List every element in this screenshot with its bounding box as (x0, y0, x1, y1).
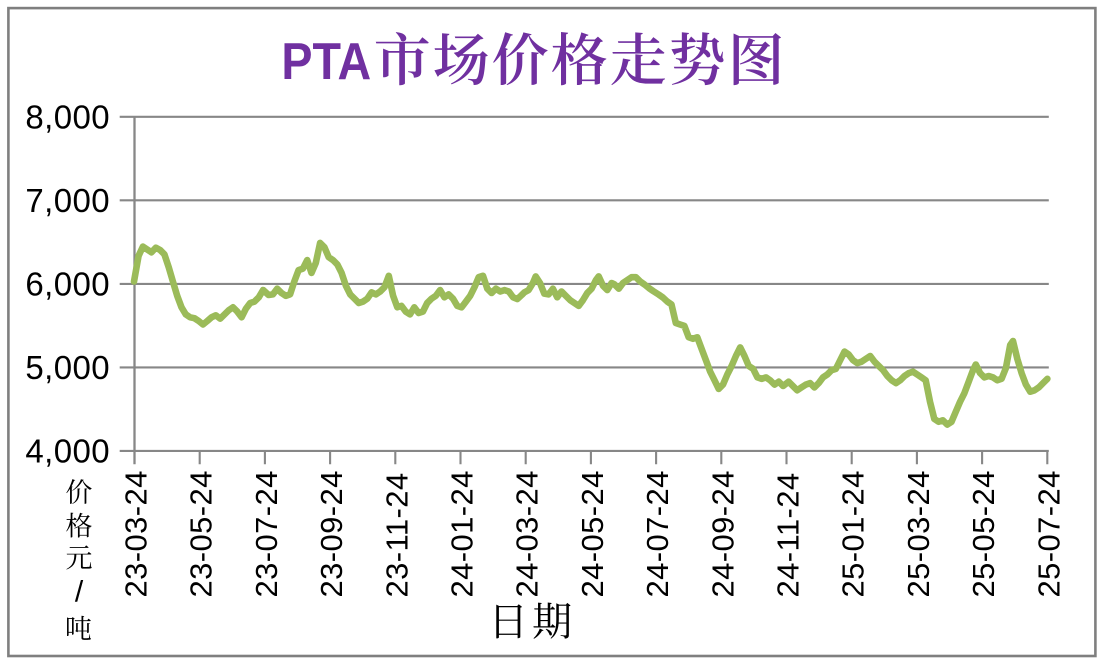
svg-text:25-07-24: 25-07-24 (1031, 470, 1066, 597)
svg-text:24-05-24: 24-05-24 (575, 470, 610, 597)
svg-text:24-07-24: 24-07-24 (640, 470, 675, 597)
svg-text:23-07-24: 23-07-24 (249, 470, 284, 597)
svg-text:24-01-24: 24-01-24 (445, 470, 480, 597)
svg-text:24-03-24: 24-03-24 (510, 470, 545, 597)
svg-text:7,000: 7,000 (25, 182, 110, 219)
svg-text:23-05-24: 23-05-24 (184, 470, 219, 597)
svg-text:4,000: 4,000 (25, 433, 110, 470)
svg-text:23-03-24: 23-03-24 (119, 470, 154, 597)
svg-text:24-09-24: 24-09-24 (705, 470, 740, 597)
svg-text:PTA: PTA (281, 32, 371, 90)
svg-text:6,000: 6,000 (25, 266, 110, 303)
svg-text:25-03-24: 25-03-24 (901, 470, 936, 597)
svg-text:23-09-24: 23-09-24 (314, 470, 349, 597)
svg-text:24-11-24: 24-11-24 (771, 473, 806, 598)
svg-text:25-05-24: 25-05-24 (966, 470, 1001, 597)
svg-text:25-01-24: 25-01-24 (836, 470, 871, 597)
svg-text:/: / (75, 576, 84, 609)
svg-text:8,000: 8,000 (25, 99, 110, 136)
svg-text:5,000: 5,000 (25, 349, 110, 386)
svg-text:23-11-24: 23-11-24 (379, 473, 414, 598)
